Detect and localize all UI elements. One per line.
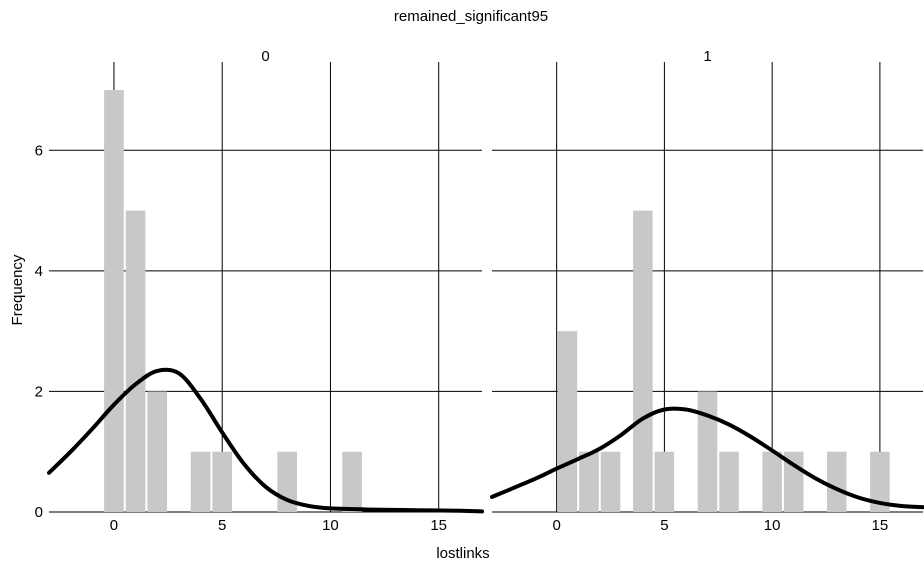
- x-tick-label: 10: [764, 517, 781, 534]
- facet-label: 0: [261, 48, 269, 65]
- histogram-bar: [719, 451, 739, 512]
- histogram-bar: [104, 90, 124, 512]
- histogram-bar: [190, 451, 211, 512]
- y-tick-label: 2: [35, 383, 43, 400]
- histogram-bar: [579, 451, 599, 512]
- x-axis-label: lostlinks: [436, 545, 489, 562]
- facet-panel-1: 10 5 10 15: [490, 48, 924, 534]
- histogram-bar: [212, 451, 233, 512]
- histogram-bar: [147, 391, 168, 512]
- histogram-bar: [762, 451, 782, 512]
- y-tick-label: 0: [35, 504, 43, 521]
- x-tick-label: 10: [322, 517, 339, 534]
- histogram-bar: [342, 451, 362, 512]
- x-tick-label: 5: [660, 517, 668, 534]
- x-tick-label: 15: [430, 517, 447, 534]
- x-tick-label: 5: [218, 517, 226, 534]
- density-curve: [47, 367, 484, 514]
- y-tick-label: 4: [35, 263, 43, 280]
- histogram-bar: [870, 451, 890, 512]
- histogram-bar: [827, 451, 847, 512]
- chart-title: remained_significant95: [394, 8, 548, 25]
- y-tick-label: 6: [35, 142, 43, 159]
- density-curve: [490, 406, 924, 510]
- histogram-bar: [633, 210, 653, 513]
- histogram-bar: [697, 391, 718, 512]
- histogram-bar: [600, 451, 621, 512]
- x-tick-label: 0: [110, 517, 118, 534]
- facet-panel-0: 0 0 5 10 15 0 2 4 6: [35, 48, 484, 534]
- x-tick-label: 0: [552, 517, 560, 534]
- histogram-bar: [125, 210, 146, 513]
- histogram-bar: [654, 451, 675, 512]
- histogram-bar: [557, 331, 578, 512]
- facet-label: 1: [703, 48, 711, 65]
- y-axis-label: Frequency: [9, 254, 26, 325]
- x-tick-label: 15: [872, 517, 889, 534]
